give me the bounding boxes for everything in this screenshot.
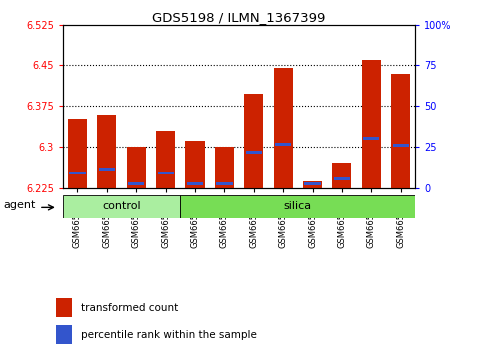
Bar [187,182,203,185]
Bar [246,151,262,154]
Bar [303,181,322,188]
Bar [157,172,174,174]
Text: silica: silica [284,201,312,211]
Bar [216,182,232,185]
Bar [304,182,321,185]
Bar [215,147,234,188]
Bar [97,115,116,188]
Bar [393,144,409,147]
Bar [332,163,352,188]
Bar [99,169,115,171]
Bar [185,142,205,188]
Text: percentile rank within the sample: percentile rank within the sample [81,330,257,340]
Bar [156,131,175,188]
Bar [70,172,85,174]
Bar [362,60,381,188]
Bar [273,68,293,188]
Bar [180,195,415,218]
Bar [68,119,87,188]
Text: control: control [102,201,141,211]
Bar [56,298,72,317]
Text: transformed count: transformed count [81,303,178,313]
Bar [56,325,72,344]
Bar [127,147,146,188]
Title: GDS5198 / ILMN_1367399: GDS5198 / ILMN_1367399 [153,11,326,24]
Bar [275,143,291,145]
Bar [63,195,180,218]
Bar [128,182,144,185]
Bar [334,177,350,180]
Bar [244,94,263,188]
Bar [363,137,380,140]
Text: agent: agent [3,200,36,210]
Bar [391,74,410,188]
